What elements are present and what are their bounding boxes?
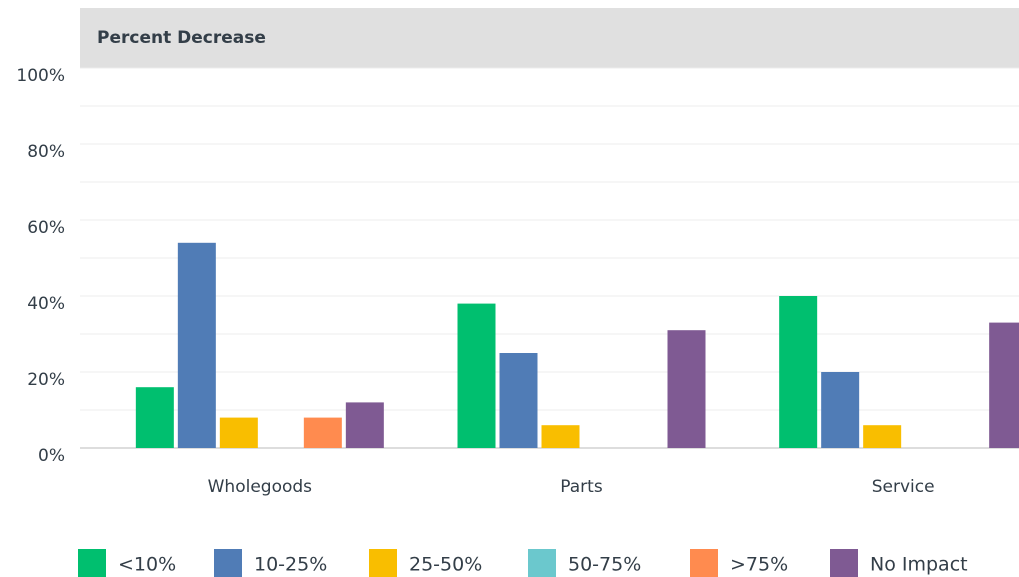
y-tick-label: 60% (27, 218, 65, 238)
legend-swatch (528, 549, 556, 577)
legend-swatch (78, 549, 106, 577)
legend-label: <10% (118, 554, 176, 576)
legend-swatch (830, 549, 858, 577)
legend-label: 10-25% (254, 554, 327, 576)
y-tick-label: 100% (16, 66, 65, 86)
x-tick-label: Parts (560, 477, 603, 497)
legend-swatch (214, 549, 242, 577)
bar (989, 322, 1019, 448)
x-tick-label: Wholegoods (208, 477, 313, 497)
legend-label: 25-50% (409, 554, 482, 576)
bar (457, 303, 496, 448)
header-band (80, 8, 1019, 68)
y-tick-label: 40% (27, 294, 65, 314)
bar (303, 417, 342, 448)
bar (177, 242, 216, 448)
bar (667, 330, 706, 448)
bar (499, 353, 538, 448)
x-tick-label: Service (872, 477, 935, 497)
legend-label: 50-75% (568, 554, 641, 576)
bar (863, 425, 902, 448)
bar (135, 387, 174, 448)
bar (779, 296, 818, 448)
legend-label: >75% (730, 554, 788, 576)
bar (821, 372, 860, 448)
y-tick-label: 80% (27, 142, 65, 162)
y-tick-label: 20% (27, 370, 65, 390)
bar (219, 417, 258, 448)
bar (345, 402, 384, 448)
chart-title: Percent Decrease (97, 28, 266, 48)
legend-swatch (690, 549, 718, 577)
y-tick-label: 0% (38, 446, 65, 466)
bar (541, 425, 580, 448)
legend-swatch (369, 549, 397, 577)
legend-label: No Impact (870, 554, 968, 576)
